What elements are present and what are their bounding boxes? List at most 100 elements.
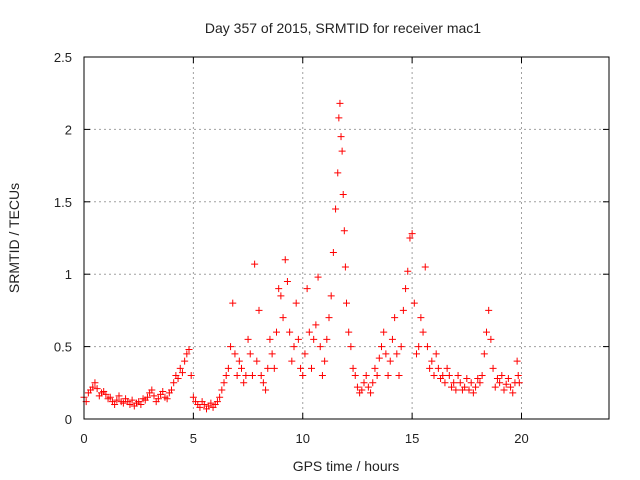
plot-frame — [83, 56, 610, 420]
data-point — [337, 133, 345, 141]
data-point — [434, 364, 442, 372]
data-point — [386, 357, 394, 365]
data-point — [268, 350, 276, 358]
data-point — [408, 230, 416, 238]
data-point — [338, 147, 346, 155]
data-point — [340, 227, 348, 235]
data-point — [448, 383, 455, 391]
data-point — [402, 285, 410, 293]
data-point — [323, 335, 331, 343]
data-point — [137, 401, 145, 409]
data-point — [445, 372, 453, 380]
data-point — [189, 393, 197, 401]
data-point — [343, 299, 350, 307]
x-axis-label: GPS time / hours — [293, 458, 400, 474]
data-point — [358, 386, 366, 394]
data-point — [463, 374, 471, 382]
data-point — [507, 383, 515, 391]
data-point — [498, 372, 506, 380]
data-point — [281, 256, 289, 264]
data-point — [196, 403, 204, 411]
y-tick-label: 1 — [65, 267, 72, 282]
data-point — [504, 374, 512, 382]
data-point — [213, 398, 221, 406]
data-point — [224, 364, 232, 372]
data-point — [183, 350, 191, 358]
data-point — [277, 292, 285, 300]
data-point — [489, 364, 497, 372]
data-point — [378, 343, 385, 351]
data-point — [299, 372, 307, 380]
data-point — [248, 372, 256, 380]
data-point — [178, 369, 186, 377]
data-point — [216, 393, 224, 401]
data-point — [450, 379, 458, 387]
data-point — [426, 364, 434, 372]
data-point — [341, 263, 349, 271]
data-point — [301, 350, 309, 358]
data-point — [231, 350, 239, 358]
data-point — [270, 364, 278, 372]
data-point — [380, 328, 388, 336]
data-point — [373, 372, 381, 380]
data-point — [443, 364, 451, 372]
data-point — [292, 299, 300, 307]
grid-lines — [84, 57, 609, 419]
data-point — [432, 350, 440, 358]
data-point — [478, 372, 486, 380]
data-point — [375, 354, 383, 362]
data-point — [113, 396, 121, 404]
data-point — [119, 399, 127, 407]
data-point — [474, 374, 482, 382]
data-point — [227, 343, 235, 351]
y-axis-label: SRMTID / TECUs — [6, 183, 22, 293]
data-points — [80, 99, 523, 413]
data-point — [487, 335, 495, 343]
data-point — [91, 379, 99, 387]
data-point — [312, 321, 320, 329]
data-point — [251, 260, 259, 268]
data-point — [369, 379, 377, 387]
data-point — [93, 385, 101, 393]
data-point — [465, 386, 473, 394]
data-point — [154, 395, 162, 403]
data-point — [187, 372, 195, 380]
data-point — [159, 387, 167, 395]
data-point — [393, 350, 401, 358]
data-point — [339, 191, 347, 199]
data-point — [423, 343, 431, 351]
data-point — [168, 386, 175, 394]
data-point — [222, 372, 230, 380]
x-tick-label: 15 — [405, 431, 419, 446]
data-point — [480, 350, 488, 358]
x-tick-label: 20 — [514, 431, 528, 446]
data-point — [303, 285, 311, 293]
data-point — [360, 379, 368, 387]
data-point — [283, 277, 291, 285]
data-point — [349, 364, 357, 372]
data-point — [384, 372, 392, 380]
data-point — [111, 401, 119, 409]
data-point — [244, 335, 252, 343]
data-point — [419, 328, 427, 336]
data-point — [415, 343, 423, 351]
data-point — [334, 169, 342, 177]
data-point — [417, 314, 425, 322]
data-point — [259, 379, 267, 387]
data-point — [362, 372, 370, 380]
data-point — [262, 386, 270, 394]
data-point — [456, 379, 464, 387]
data-point — [410, 299, 418, 307]
data-point — [257, 372, 265, 380]
data-point — [430, 372, 438, 380]
data-point — [294, 335, 302, 343]
data-point — [391, 314, 399, 322]
y-tick-label: 1.5 — [54, 195, 72, 210]
data-point — [332, 205, 340, 213]
data-point — [513, 357, 521, 365]
data-point — [246, 350, 254, 358]
data-point — [297, 364, 305, 372]
data-point — [325, 314, 333, 322]
data-point — [242, 372, 250, 380]
